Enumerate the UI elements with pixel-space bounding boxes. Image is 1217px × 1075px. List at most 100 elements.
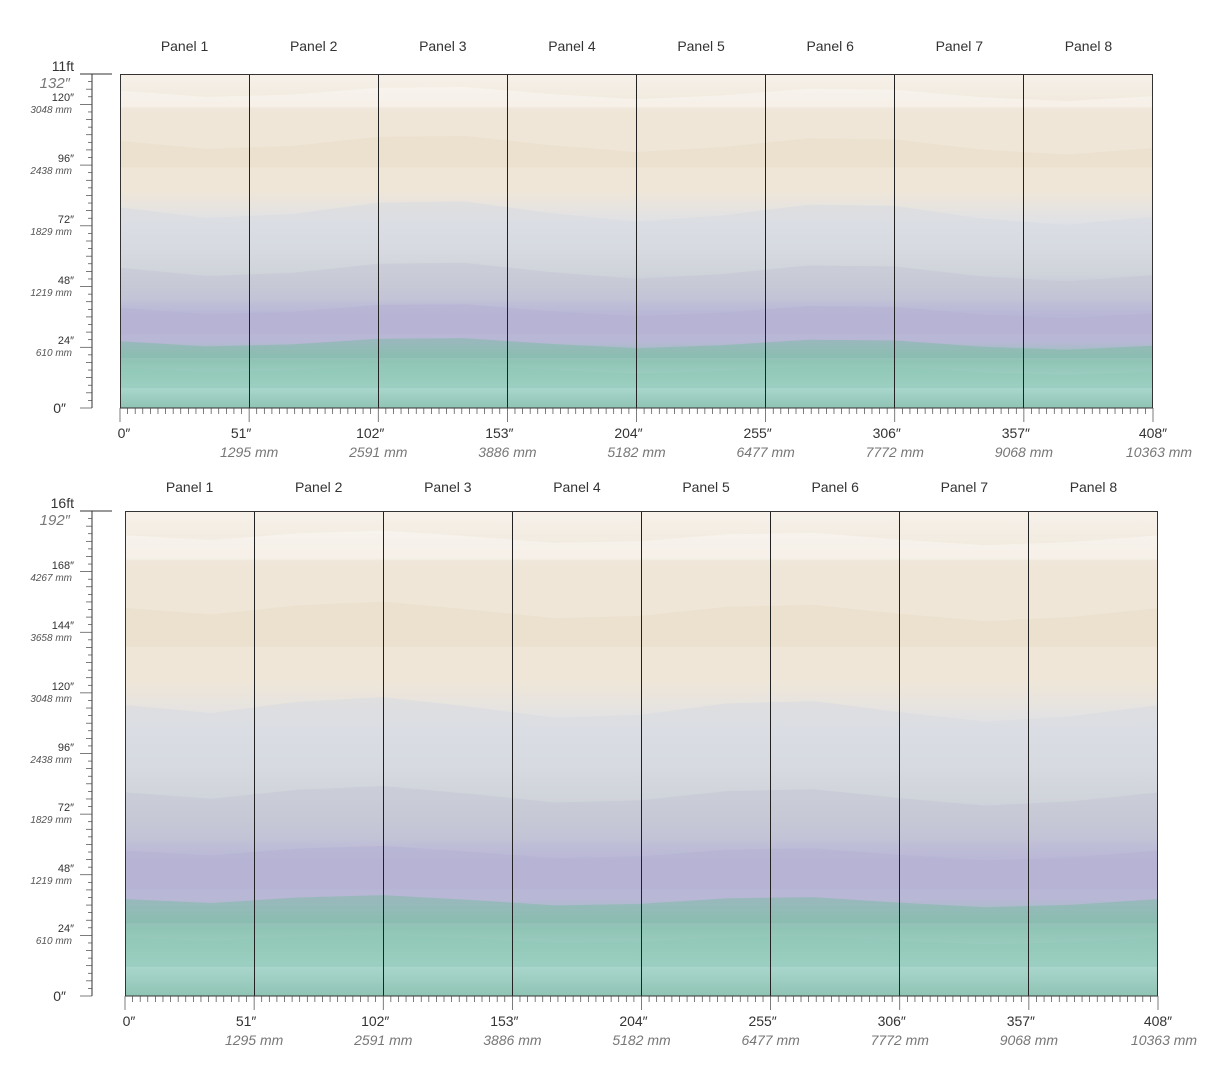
y-tick-inch-label: 72″ [57,802,74,815]
x-tick-mm-label: 6477 mm [736,444,795,460]
panel-divider [1023,74,1025,408]
height-top-inch-label: 132″ [39,75,70,92]
x-tick-inch-label: 0″ [117,425,131,441]
panel-label: Panel 4 [553,479,601,495]
x-tick-mm-label: 7772 mm [865,444,924,460]
y-zero-label: 0″ [53,988,66,1004]
panel-divider [511,511,513,996]
panel-divider [248,74,250,408]
x-tick-mm-label: 1295 mm [224,1032,284,1048]
axes [80,73,1154,422]
x-tick-inch-label: 408″ [1138,425,1168,441]
x-tick-inch-label: 357″ [1001,425,1031,441]
x-tick-inch-label: 51″ [235,1013,257,1029]
panel-label: Panel 4 [548,38,596,54]
panel-label: Panel 5 [677,38,725,54]
x-tick-mm-label: 9068 mm [999,1032,1059,1048]
panel-label: Panel 2 [294,479,343,495]
x-tick-inch-label: 0″ [122,1013,136,1029]
panel-divider [636,74,637,408]
y-tick-inch-label: 48″ [57,862,74,875]
x-tick-inch-label: 204″ [619,1013,648,1029]
panel-divider [1028,511,1030,996]
y-tick-mm-label: 3658 mm [30,633,72,645]
x-tick-mm-label: 1295 mm [219,444,279,460]
y-tick-inch-label: 96″ [57,741,74,754]
x-tick-mm-label: 2591 mm [349,444,408,460]
panel-label: Panel 6 [806,38,854,54]
x-tick-inch-label: 51″ [230,425,252,441]
x-tick-inch-label: 255″ [743,425,772,441]
y-zero-label: 0″ [53,400,66,416]
y-tick-inch-label: 168″ [51,559,74,572]
y-tick-mm-label: 2438 mm [30,754,72,766]
x-tick-inch-label: 153″ [490,1013,519,1029]
x-tick-inch-label: 408″ [1143,1013,1173,1029]
y-tick-inch-label: 96″ [57,153,74,166]
panel-label: Panel 3 [419,38,467,54]
panel-divider [382,511,384,996]
y-tick-inch-label: 72″ [57,213,74,226]
panel-divider [506,74,508,408]
panel-label: Panel 2 [289,38,338,54]
y-tick-inch-label: 120″ [51,92,74,105]
x-tick-mm-label: 10363 mm [1125,444,1193,460]
panel-divider [641,511,642,996]
panel-divider [899,511,901,996]
y-tick-mm-label: 610 mm [35,348,72,360]
y-tick-mm-label: 1829 mm [30,815,72,827]
panel-label: Panel 7 [935,38,984,54]
panel-divider [377,74,379,408]
height-ft-label: 16ft [50,495,74,511]
height-ft-label: 11ft [51,58,74,74]
mural-border [120,74,1153,408]
mural-diagram-11ft: Panel 1 Panel 2 Panel 3 Panel 4 Panel 5 Panel… [0,0,1217,470]
panel-label: Panel 6 [811,479,859,495]
y-tick-mm-label: 3048 mm [30,693,72,705]
panel-label: Panel 7 [940,479,989,495]
x-tick-inch-label: 306″ [877,1013,906,1029]
panel-divider [770,511,772,996]
x-tick-mm-label: 5182 mm [607,444,666,460]
x-tick-inch-label: 306″ [872,425,901,441]
x-tick-mm-label: 3886 mm [483,1032,542,1048]
mural-border [125,511,1158,996]
height-top-inch-label: 192″ [39,512,70,529]
x-tick-mm-label: 6477 mm [741,1032,800,1048]
x-tick-mm-label: 2591 mm [354,1032,413,1048]
x-tick-mm-label: 9068 mm [994,444,1054,460]
y-tick-mm-label: 3048 mm [30,105,72,117]
x-tick-inch-label: 204″ [614,425,643,441]
panel-label: Panel 1 [165,479,214,495]
y-tick-mm-label: 1829 mm [30,226,72,238]
x-tick-inch-label: 357″ [1006,1013,1036,1029]
y-tick-inch-label: 24″ [57,335,74,348]
panel-divider [894,74,896,408]
y-tick-inch-label: 144″ [51,620,74,633]
panel-label: Panel 5 [682,479,730,495]
y-tick-mm-label: 1219 mm [30,287,72,299]
y-tick-mm-label: 1219 mm [30,875,72,887]
panel-divider [765,74,767,408]
x-tick-mm-label: 7772 mm [870,1032,929,1048]
x-tick-mm-label: 5182 mm [612,1032,671,1048]
y-tick-mm-label: 4267 mm [30,572,72,584]
x-tick-mm-label: 3886 mm [478,444,537,460]
y-tick-mm-label: 2438 mm [30,166,72,178]
x-tick-inch-label: 255″ [748,1013,777,1029]
x-tick-mm-label: 10363 mm [1130,1032,1198,1048]
y-tick-inch-label: 24″ [57,923,74,936]
mural-artwork [125,511,1158,996]
panel-label: Panel 3 [424,479,472,495]
panel-label: Panel 1 [160,38,209,54]
x-tick-inch-label: 102″ [361,1013,390,1029]
panel-label: Panel 8 [1069,479,1118,495]
y-tick-mm-label: 610 mm [35,936,72,948]
x-tick-inch-label: 153″ [485,425,514,441]
y-tick-inch-label: 48″ [57,274,74,287]
mural-artwork [120,74,1153,408]
panel-label: Panel 8 [1064,38,1113,54]
y-tick-inch-label: 120″ [51,680,74,693]
